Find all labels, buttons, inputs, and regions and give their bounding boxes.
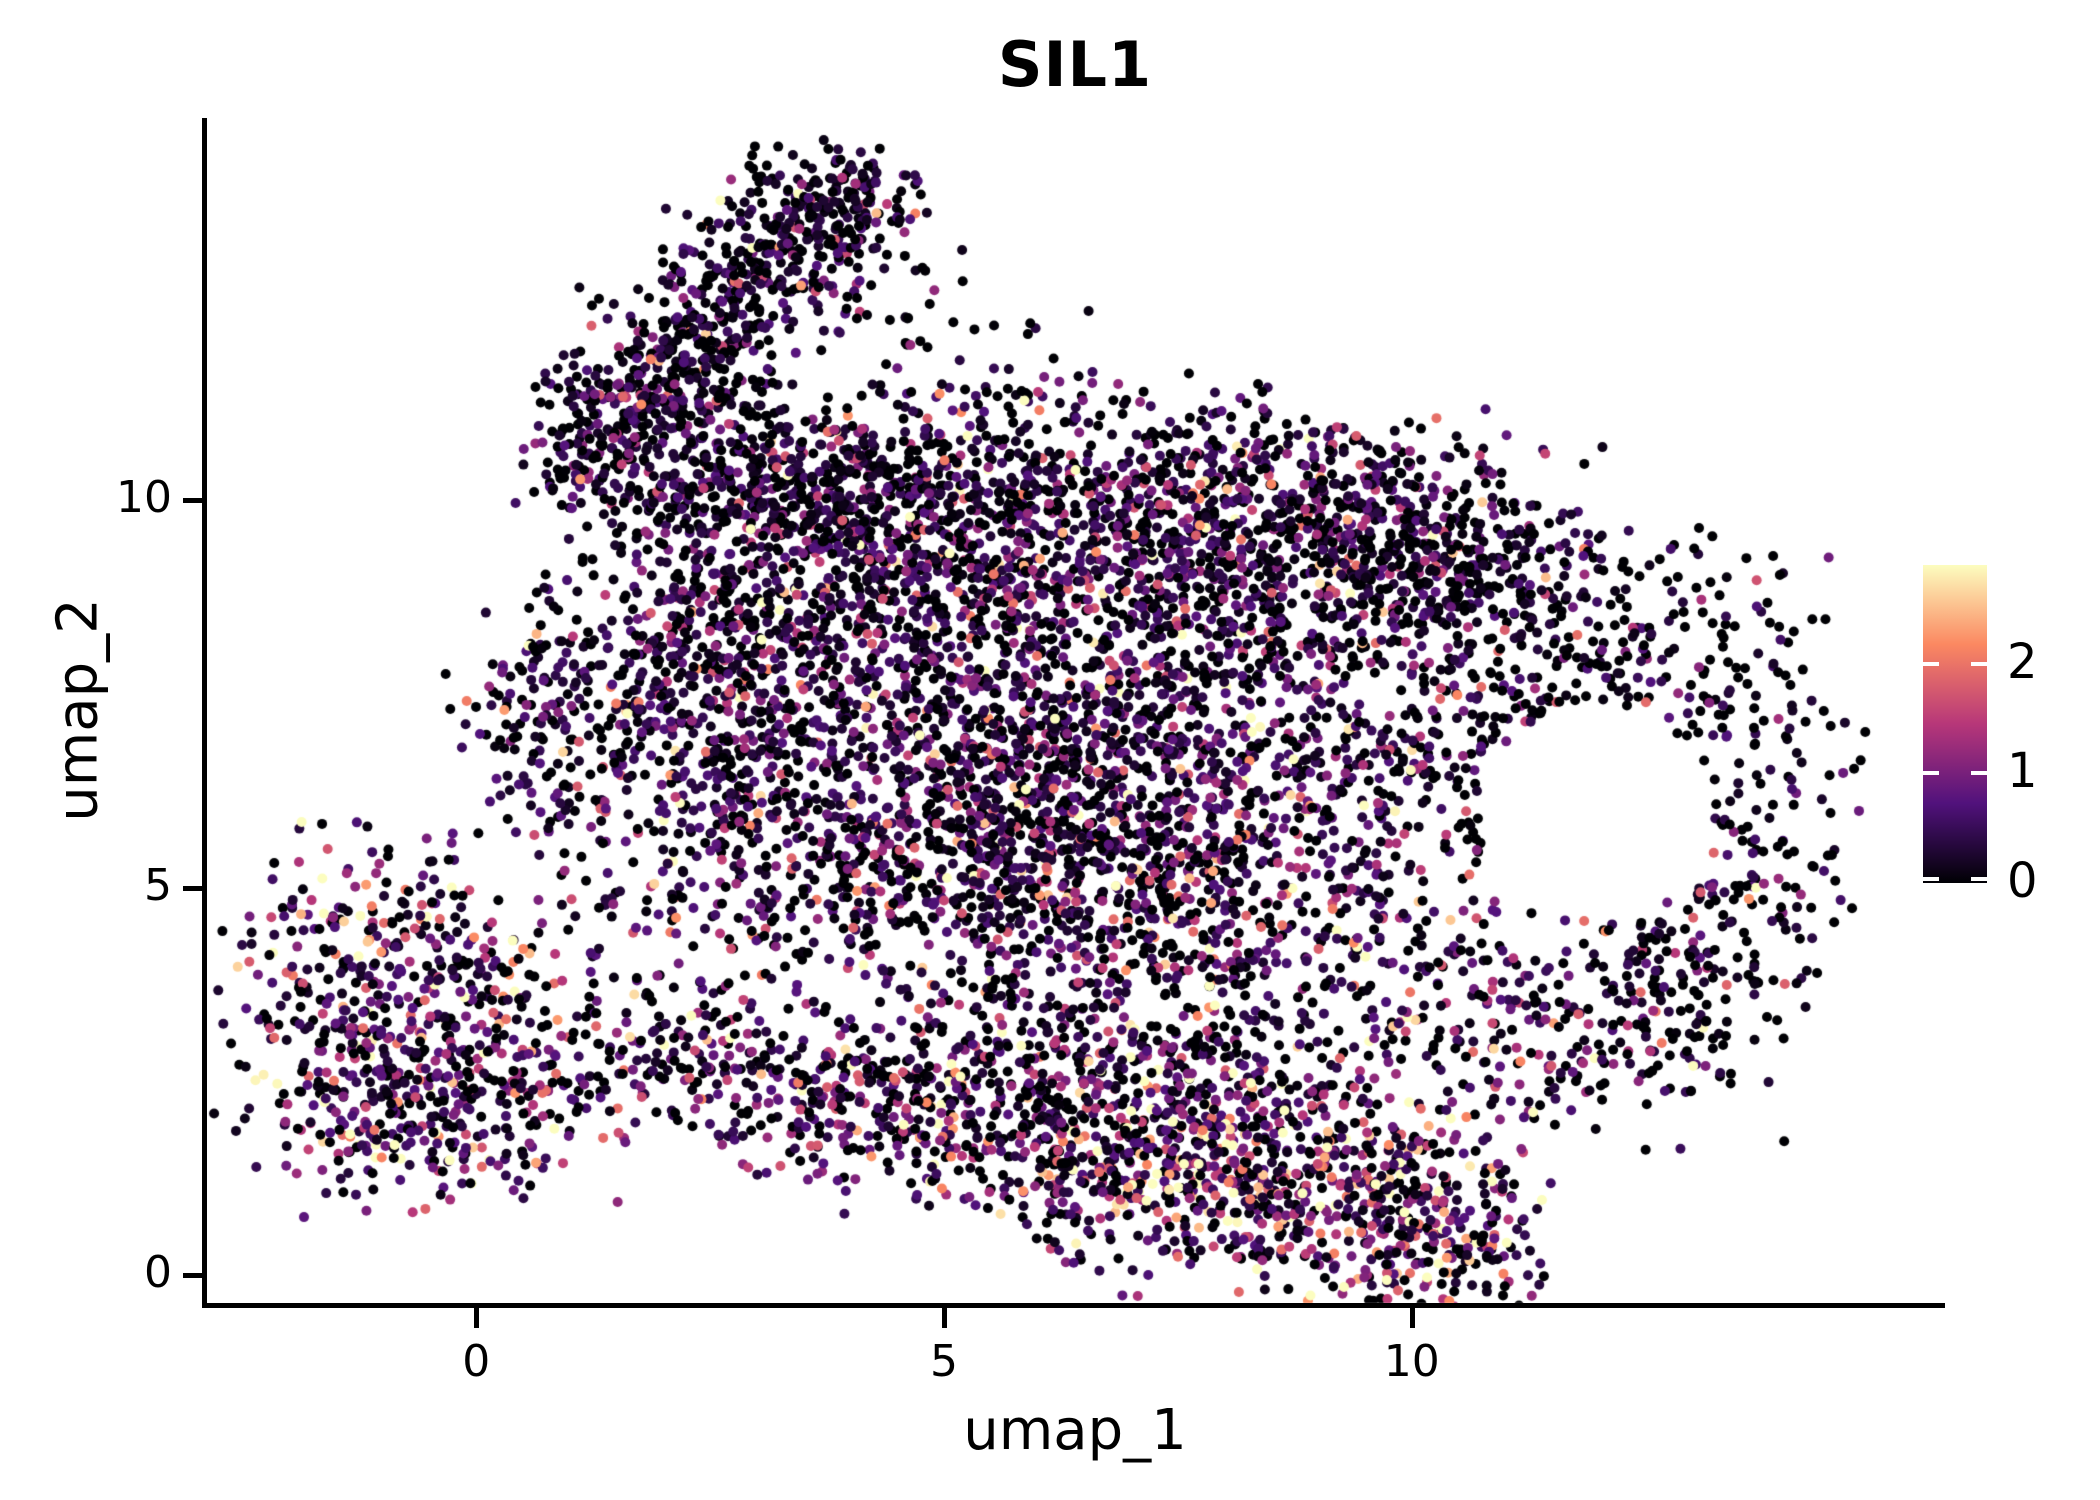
y-axis-title: umap_2 xyxy=(45,598,111,822)
colorbar-tick-left xyxy=(1923,661,1939,666)
x-axis-tick xyxy=(942,1308,948,1328)
x-axis-tick xyxy=(1409,1308,1415,1328)
y-axis-tick xyxy=(183,885,203,891)
colorbar-tick-right xyxy=(1971,877,1987,881)
colorbar-tick-label: 2 xyxy=(2007,633,2038,690)
y-axis-line xyxy=(202,118,207,1308)
x-tick-label: 10 xyxy=(1383,1336,1440,1387)
x-axis-line xyxy=(202,1303,1945,1308)
y-tick-label: 5 xyxy=(144,859,172,911)
colorbar-tick-label: 0 xyxy=(2007,853,2038,909)
colorbar-tick-label: 1 xyxy=(2007,743,2038,800)
colorbar-tick-right xyxy=(1971,771,1987,776)
colorbar-tick-right xyxy=(1971,661,1987,666)
y-axis-tick xyxy=(183,1273,203,1279)
expression-colorbar xyxy=(1923,565,1987,883)
x-axis-tick xyxy=(474,1308,480,1328)
colorbar-tick-left xyxy=(1923,771,1939,776)
x-tick-label: 5 xyxy=(930,1336,959,1387)
y-tick-label: 10 xyxy=(116,472,172,524)
colorbar-tick-left xyxy=(1923,877,1939,881)
x-tick-label: 0 xyxy=(462,1336,491,1387)
plot-title: SIL1 xyxy=(997,28,1153,101)
y-tick-label: 0 xyxy=(144,1247,172,1299)
y-axis-tick xyxy=(183,498,203,504)
x-axis-title: umap_1 xyxy=(963,1398,1187,1463)
